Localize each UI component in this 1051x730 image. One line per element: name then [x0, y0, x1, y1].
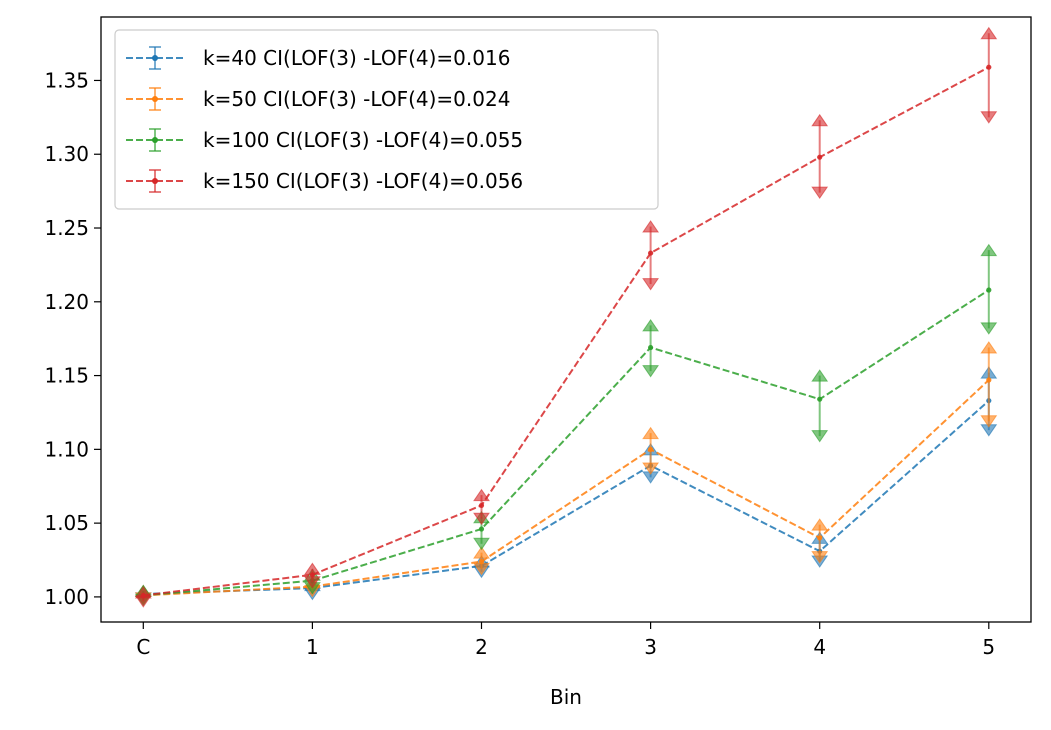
y-axis-ticks: 1.00 1.05 1.10 1.15 1.20 1.25 1.30 1.35	[44, 68, 101, 609]
error-cap-upper	[642, 220, 660, 233]
error-cap-lower	[811, 186, 829, 199]
data-point	[648, 250, 654, 256]
series-line	[143, 289, 990, 597]
legend-marker	[152, 137, 158, 143]
legend-box	[114, 29, 659, 210]
series-4	[134, 26, 998, 608]
data-point	[478, 502, 485, 509]
data-point	[986, 287, 992, 293]
error-cap-upper	[811, 113, 829, 127]
error-cap-lower	[642, 462, 660, 475]
axes-layer	[100, 16, 1032, 623]
data-point	[648, 446, 654, 452]
y-tick-label: 1.25	[44, 216, 89, 240]
error-cap-lower	[980, 322, 998, 335]
legend-item: k=40 CI(LOF(3) -LOF(4)=0.016	[126, 46, 510, 70]
data-point	[986, 64, 992, 70]
x-axis-label: Bin	[550, 685, 582, 709]
data-point	[648, 344, 654, 351]
error-cap-upper	[473, 488, 490, 502]
y-tick-label: 1.20	[44, 290, 89, 314]
series-line	[143, 399, 990, 595]
legend: k=40 CI(LOF(3) -LOF(4)=0.016 k=50 CI(LOF(…	[114, 29, 659, 210]
y-tick-label: 1.15	[44, 364, 89, 388]
error-cap-lower	[642, 278, 660, 291]
data-point	[478, 526, 485, 532]
error-cap-lower	[980, 415, 998, 428]
x-axis-ticks: C 1 2 3 4 5	[136, 622, 995, 659]
x-tick-label: 5	[982, 635, 995, 659]
error-cap-upper	[473, 546, 490, 559]
error-cap-lower	[811, 430, 829, 443]
data-point	[478, 558, 485, 565]
plot-frame	[100, 16, 1032, 623]
error-cap-upper	[811, 518, 829, 531]
series-3	[134, 243, 998, 607]
x-tick-label: 1	[306, 635, 319, 659]
data-point	[817, 535, 823, 541]
data-point	[817, 396, 823, 402]
error-cap-upper	[980, 243, 998, 257]
series-line	[143, 379, 990, 597]
x-tick-label: 2	[475, 635, 488, 659]
legend-marker	[152, 55, 158, 61]
y-tick-label: 1.35	[44, 68, 89, 92]
legend-label: k=150 CI(LOF(3) -LOF(4)=0.056	[203, 169, 523, 193]
y-tick-label: 1.30	[44, 142, 89, 166]
y-tick-label: 1.05	[44, 511, 89, 535]
legend-item: k=100 CI(LOF(3) -LOF(4)=0.055	[126, 128, 523, 152]
legend-label: k=50 CI(LOF(3) -LOF(4)=0.024	[203, 87, 510, 111]
error-cap-upper	[811, 369, 829, 382]
error-cap-lower	[642, 365, 660, 378]
data-point	[817, 154, 823, 160]
plot-layer	[134, 26, 998, 608]
y-tick-label: 1.00	[44, 585, 89, 609]
data-point	[140, 592, 146, 599]
error-cap-lower	[473, 537, 490, 551]
error-cap-upper	[980, 26, 998, 40]
error-cap-lower	[811, 551, 829, 564]
legend-item: k=150 CI(LOF(3) -LOF(4)=0.056	[126, 169, 523, 193]
legend-marker	[152, 178, 158, 184]
legend-label: k=100 CI(LOF(3) -LOF(4)=0.055	[203, 128, 523, 152]
y-tick-label: 1.10	[44, 437, 89, 461]
error-cap-upper	[642, 319, 660, 332]
x-tick-label: 3	[644, 635, 657, 659]
legend-marker	[152, 96, 158, 102]
series-line	[143, 66, 990, 597]
error-cap-upper	[642, 426, 660, 440]
error-cap-lower	[980, 111, 998, 124]
x-tick-label: C	[136, 635, 150, 659]
error-cap-upper	[980, 341, 998, 354]
error-cap-lower	[473, 512, 490, 526]
x-tick-label: 4	[813, 635, 826, 659]
legend-item: k=50 CI(LOF(3) -LOF(4)=0.024	[126, 87, 510, 111]
data-point	[986, 377, 992, 383]
legend-label: k=40 CI(LOF(3) -LOF(4)=0.016	[203, 46, 510, 70]
data-point	[309, 572, 315, 578]
